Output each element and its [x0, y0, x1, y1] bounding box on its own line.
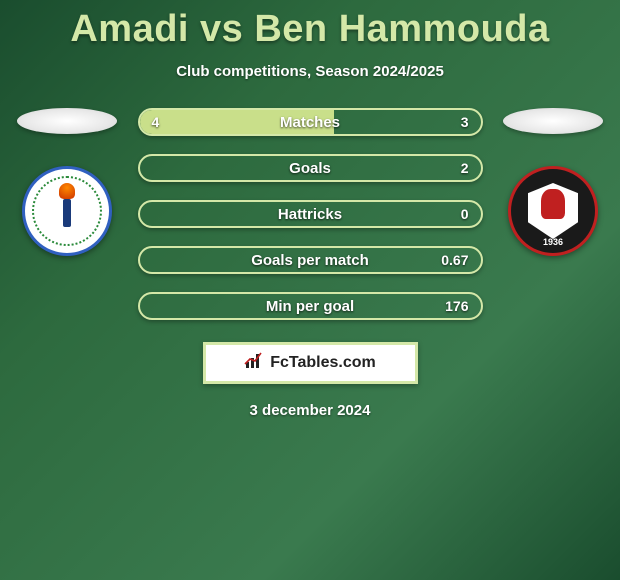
stat-label: Goals per match — [140, 252, 481, 269]
stats-column: 4Matches3 Goals2 Hattricks0 Goals per match… — [138, 108, 483, 320]
stat-label: Goals — [140, 160, 481, 177]
torch-icon — [57, 191, 77, 231]
stat-value-right: 176 — [445, 298, 468, 314]
club-logo-right-year: 1936 — [511, 237, 595, 247]
stat-bar: Goals per match0.67 — [138, 246, 483, 274]
page-title: Amadi vs Ben Hammouda — [0, 0, 620, 51]
club-logo-left — [22, 166, 112, 256]
club-logo-right: 1936 — [508, 166, 598, 256]
stat-value-right: 3 — [461, 114, 469, 130]
chart-icon — [244, 352, 264, 375]
player-left-column — [15, 108, 120, 256]
stat-value-right: 0 — [461, 206, 469, 222]
stat-label: Matches — [140, 114, 481, 131]
comparison-row: 4Matches3 Goals2 Hattricks0 Goals per match… — [0, 108, 620, 320]
stat-value-right: 2 — [461, 160, 469, 176]
subtitle: Club competitions, Season 2024/2025 — [0, 63, 620, 80]
stat-bar: Hattricks0 — [138, 200, 483, 228]
club-logo-left-emblem — [32, 176, 102, 246]
date-text: 3 december 2024 — [0, 402, 620, 419]
stat-bar: Min per goal176 — [138, 292, 483, 320]
brand-badge[interactable]: FcTables.com — [203, 342, 418, 384]
brand-text: FcTables.com — [270, 354, 376, 372]
player-right-photo — [503, 108, 603, 134]
player-left-photo — [17, 108, 117, 134]
stat-value-right: 0.67 — [441, 252, 468, 268]
club-logo-right-shield — [528, 183, 578, 239]
stat-bar: Goals2 — [138, 154, 483, 182]
stat-label: Hattricks — [140, 206, 481, 223]
player-right-column: 1936 — [501, 108, 606, 256]
stat-bar: 4Matches3 — [138, 108, 483, 136]
stat-label: Min per goal — [140, 298, 481, 315]
